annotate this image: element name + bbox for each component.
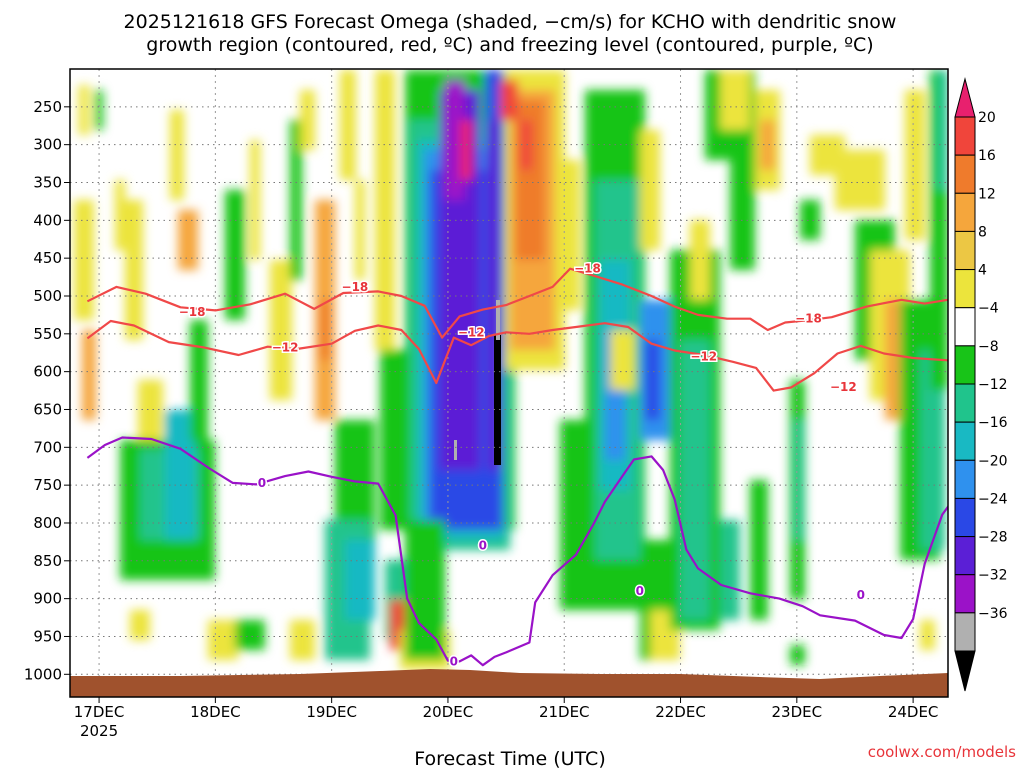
colorbar-label: −28 [978,530,1008,546]
colorbar-label: −32 [978,568,1008,584]
colorbar-box [954,307,976,347]
contour-lines [86,267,948,667]
y-tick-label: 750 [33,476,62,494]
colorbar-box [954,154,976,194]
colorbar-label: −20 [978,453,1008,469]
terrain-ground [70,669,948,697]
contour-label: −12 [272,340,299,354]
x-tick-label: 17DEC [74,703,125,721]
colorbar-box [954,230,976,271]
colorbar: 20 16 12 8 4 −4 −8 −12 −16 −20 −24 −28 −32 −36 [954,77,1008,692]
y-tick-label: 550 [33,325,62,343]
contour-label: 0 [857,588,865,602]
colorbar-box [954,574,976,614]
colorbar-label: 12 [978,186,996,202]
contour-label: 0 [479,539,487,553]
colorbar-label: 20 [978,110,996,126]
colorbar-label: 16 [978,148,996,164]
colorbar-label: −16 [978,415,1008,431]
contour-label: −12 [458,325,485,339]
x-tick-label: 22DEC [655,703,706,721]
colorbar-box [954,459,976,499]
colorbar-box [954,497,976,538]
colorbar-label: 4 [978,263,987,279]
colorbar-box [954,116,976,156]
colorbar-label: −4 [978,301,999,317]
isotherm-line [86,436,948,667]
omega-extreme-core [494,335,501,465]
y-tick-label: 800 [33,514,62,532]
y-tick-label: 350 [33,173,62,191]
credit-text: coolwx.com/models [868,743,1016,761]
y-tick-label: 450 [33,249,62,267]
contour-label: 0 [636,584,644,598]
colorbar-label: −36 [978,606,1008,622]
x-axis-label: Forecast Time (UTC) [414,748,605,768]
colorbar-top-arrow [954,77,976,118]
y-tick-label: 850 [33,552,62,570]
contour-label: 0 [450,654,458,668]
y-tick-label: 250 [33,98,62,116]
contour-label: 0 [258,476,266,490]
x-tick-label: 24DEC [888,703,939,721]
grid-lines [70,69,948,697]
contour-label: −18 [179,305,206,319]
y-tick-label: 700 [33,438,62,456]
chart-title-line-2: growth region (contoured, red, ºC) and f… [146,34,873,56]
colorbar-box [954,192,976,232]
colorbar-box [954,383,976,423]
colorbar-box [954,421,976,461]
y-tick-label: 500 [33,287,62,305]
x-tick-label: 19DEC [306,703,357,721]
x-tick-label: 21DEC [539,703,590,721]
y-axis: 250 300 350 400 450 500 550 600 650 700 750 800 850 9… [24,98,70,683]
isotherm-line [86,267,948,339]
contour-labels: −18 −18 −18 −18 −12 −12 −12 −12 0 0 0 0 0 [177,260,866,670]
y-tick-label: 400 [33,211,62,229]
x-tick-label: 18DEC [190,703,241,721]
y-tick-label: 950 [33,627,62,645]
x-tick-label: 20DEC [423,703,474,721]
contour-label: −18 [342,280,369,294]
colorbar-bottom-arrow [954,650,976,692]
colorbar-label: −12 [978,377,1008,393]
y-tick-label: 600 [33,363,62,381]
colorbar-box [954,612,976,652]
y-tick-label: 1000 [24,665,62,683]
colorbar-box [954,345,976,385]
y-tick-label: 300 [33,136,62,154]
y-tick-label: 900 [33,590,62,608]
x-tick-label: 23DEC [772,703,823,721]
contour-label: −18 [795,312,822,326]
colorbar-label: −24 [978,491,1008,507]
x-tick-year: 2025 [80,722,118,740]
colorbar-label: 8 [978,224,987,240]
chart-title-line-1: 2025121618 GFS Forecast Omega (shaded, −… [124,11,897,33]
x-axis: 17DEC 18DEC 19DEC 20DEC 21DEC 22DEC 23DEC 24DEC… [74,697,939,740]
colorbar-box [954,536,976,576]
plot-frame [69,68,949,698]
contour-label: −18 [574,262,601,276]
contour-label: −12 [830,380,857,394]
colorbar-box [954,269,976,309]
colorbar-label: −8 [978,339,999,355]
isotherm-line [86,319,948,392]
contour-label: −12 [690,350,717,364]
y-tick-label: 650 [33,400,62,418]
